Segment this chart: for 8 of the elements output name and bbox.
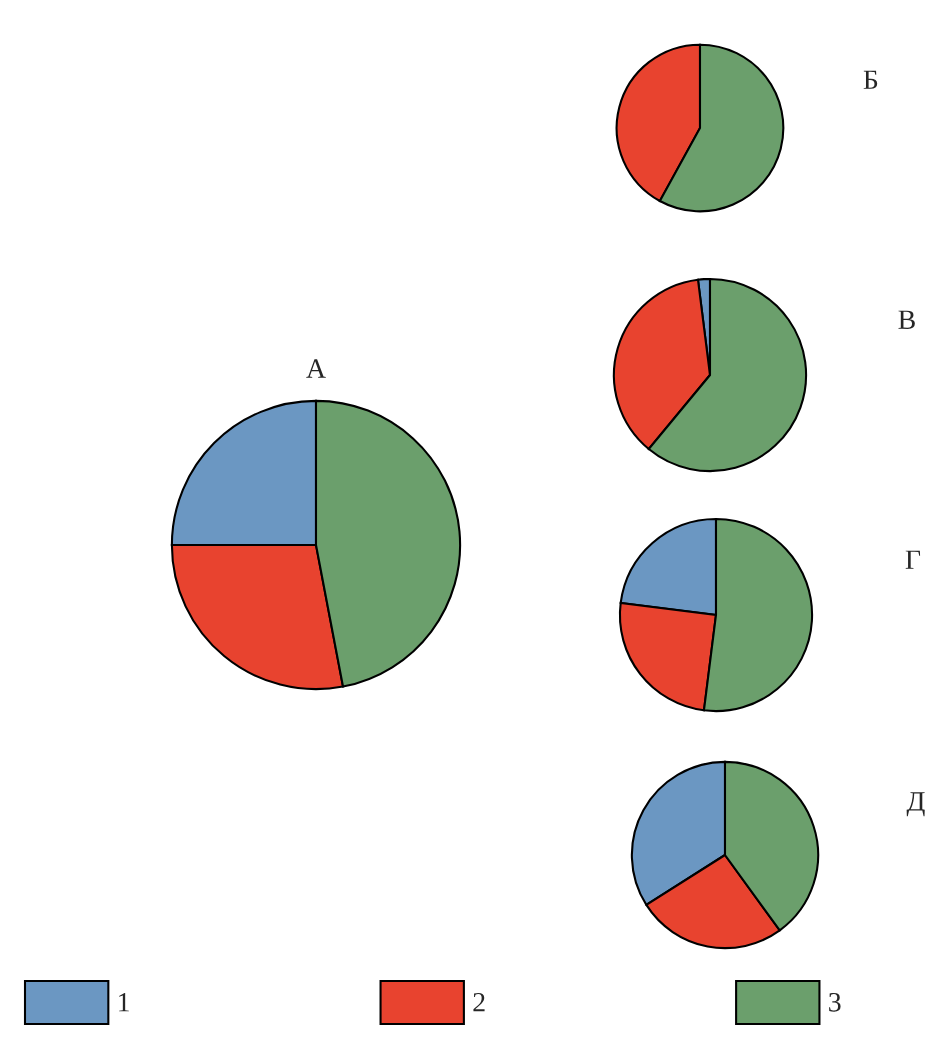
text: Г bbox=[905, 550, 921, 569]
text: В bbox=[898, 310, 915, 329]
chart-title: А bbox=[306, 359, 326, 378]
text: Б bbox=[863, 70, 878, 89]
legend-label: 1 bbox=[119, 993, 129, 1012]
legend-label: 3 bbox=[829, 992, 841, 1012]
legend-label: 2 bbox=[473, 992, 485, 1012]
text: Д bbox=[906, 792, 925, 817]
